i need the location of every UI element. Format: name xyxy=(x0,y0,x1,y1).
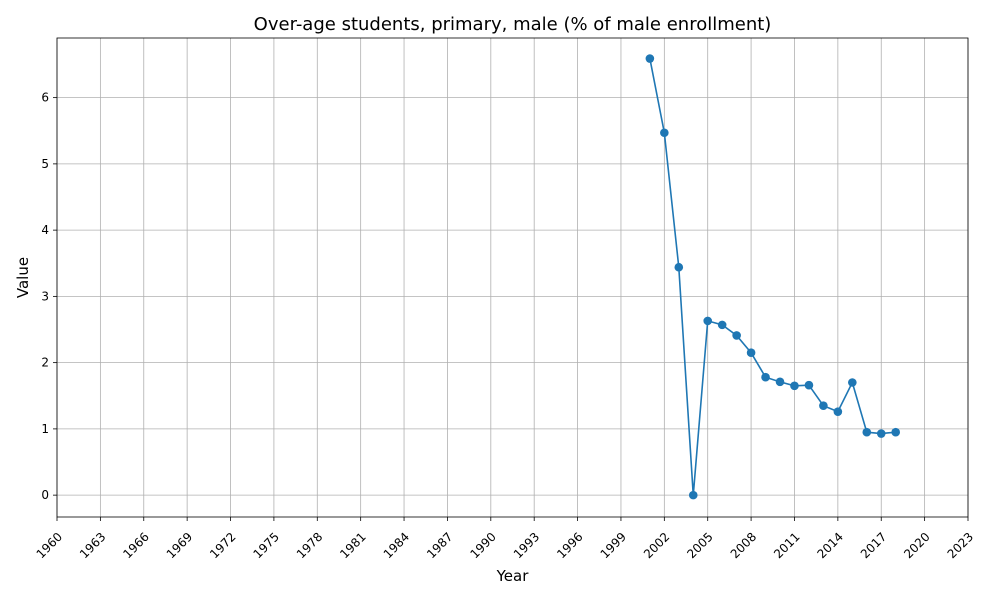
data-point xyxy=(775,377,785,387)
data-point xyxy=(703,316,713,326)
x-tick-label: 2011 xyxy=(771,530,802,561)
x-tick-label: 1996 xyxy=(554,530,585,561)
x-tick-label: 2002 xyxy=(641,530,672,561)
chart-title: Over-age students, primary, male (% of m… xyxy=(254,14,772,35)
x-tick-label: 1960 xyxy=(34,530,65,561)
y-tick-label: 6 xyxy=(41,91,49,105)
data-point xyxy=(891,427,900,437)
data-point xyxy=(732,331,741,340)
x-tick-label: 1990 xyxy=(467,530,498,561)
data-point xyxy=(819,401,828,410)
x-tick-label: 2020 xyxy=(901,530,932,561)
series-line xyxy=(649,58,896,496)
x-tick-label: 1972 xyxy=(207,530,238,561)
data-point xyxy=(862,427,872,437)
x-tick-label: 1984 xyxy=(381,530,412,561)
data-point xyxy=(717,320,727,330)
x-tick-label: 2005 xyxy=(684,530,715,561)
x-tick-label: 1999 xyxy=(598,530,629,561)
data-point xyxy=(746,348,756,357)
y-tick-label: 5 xyxy=(41,157,49,171)
y-axis-title: Value xyxy=(14,257,32,298)
data-point xyxy=(688,490,698,500)
x-tick-label: 2017 xyxy=(858,530,889,561)
data-point xyxy=(848,378,857,387)
data-point xyxy=(761,372,770,382)
x-tick-label: 2014 xyxy=(814,530,845,561)
data-point xyxy=(660,128,669,138)
x-tick-label: 1963 xyxy=(77,530,108,561)
grid xyxy=(56,38,969,517)
data-point xyxy=(804,380,814,390)
data-point xyxy=(876,429,886,438)
x-tick-label: 1981 xyxy=(337,530,368,561)
data-point xyxy=(790,381,799,391)
y-tick-label: 1 xyxy=(41,422,49,436)
x-tick-label: 1966 xyxy=(120,530,151,561)
x-tick-label: 1987 xyxy=(424,530,455,561)
x-tick-label: 1993 xyxy=(511,530,542,561)
data-series xyxy=(645,54,900,500)
x-tick-label: 2023 xyxy=(945,530,976,561)
y-tick-label: 3 xyxy=(41,289,49,303)
x-tick-label: 1978 xyxy=(294,530,325,561)
axis-ticks: 1960 1963 1966 1969 1972 1975 1978 1981 1984 1987… xyxy=(34,91,976,562)
x-tick-label: 2008 xyxy=(728,530,759,561)
y-tick-label: 4 xyxy=(41,223,49,237)
y-tick-label: 0 xyxy=(41,488,49,502)
plot-frame xyxy=(56,37,969,518)
x-tick-label: 1975 xyxy=(251,530,282,561)
y-tick-label: 2 xyxy=(41,356,49,370)
x-tick-label: 1969 xyxy=(164,530,195,561)
data-point xyxy=(674,262,684,272)
x-axis-title: Year xyxy=(496,567,530,585)
data-point xyxy=(833,407,843,416)
data-point xyxy=(645,54,655,63)
